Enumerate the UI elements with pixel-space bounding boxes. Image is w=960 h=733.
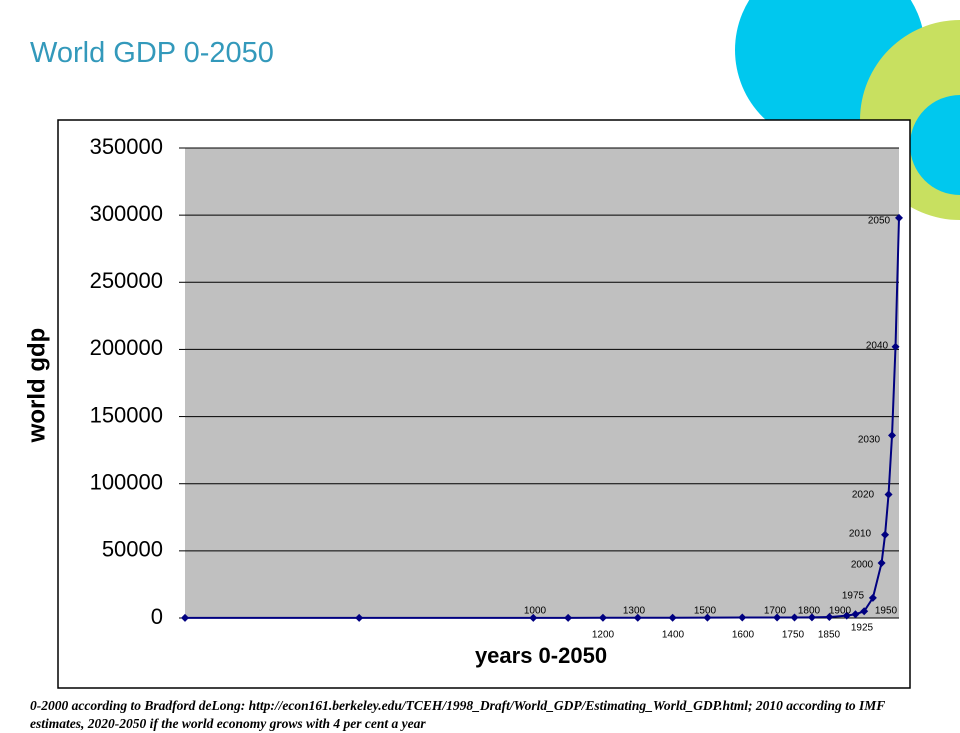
marker	[842, 611, 851, 620]
point-label: 1000	[524, 606, 547, 617]
marker	[773, 613, 782, 622]
point-label: 2020	[852, 490, 875, 501]
point-label: 1700	[764, 606, 787, 617]
marker	[860, 607, 869, 616]
marker	[529, 613, 538, 622]
marker	[868, 593, 877, 602]
y-tick-label: 100000	[90, 470, 163, 495]
point-label: 2010	[849, 529, 872, 540]
marker	[895, 213, 903, 222]
point-label: 1400	[662, 630, 685, 641]
point-label: 1750	[782, 630, 805, 641]
y-axis-title: world gdp	[23, 328, 50, 444]
chart-title: World GDP 0-2050	[30, 37, 274, 69]
point-label: 1500	[694, 606, 717, 617]
point-label: 1950	[875, 606, 898, 617]
y-tick-label: 200000	[90, 335, 163, 360]
point-label: 2000	[851, 560, 874, 571]
point-label: 1900	[829, 606, 852, 617]
point-label: 1800	[798, 606, 821, 617]
marker	[738, 613, 747, 622]
plot-area	[185, 148, 899, 618]
source-note: 0-2000 according to Bradford deLong: htt…	[30, 698, 886, 731]
marker	[851, 610, 860, 619]
marker	[703, 613, 712, 622]
y-tick-label: 250000	[90, 268, 163, 293]
marker	[877, 558, 886, 567]
y-tick-label: 0	[151, 604, 163, 629]
point-label: 2030	[858, 435, 881, 446]
marker	[668, 613, 677, 622]
marker	[633, 613, 642, 622]
marker	[891, 342, 900, 351]
marker	[598, 613, 607, 622]
point-label: 1300	[623, 606, 646, 617]
point-label: 1925	[851, 623, 874, 634]
marker	[825, 613, 834, 622]
point-label: 1850	[818, 630, 841, 641]
point-label: 1600	[732, 630, 755, 641]
y-tick-label: 50000	[102, 537, 163, 562]
marker	[881, 530, 890, 539]
point-label: 1200	[592, 630, 615, 641]
marker	[790, 613, 799, 622]
marker	[181, 613, 189, 622]
x-axis-title: years 0-2050	[475, 643, 607, 668]
y-tick-label: 300000	[90, 201, 163, 226]
marker	[564, 613, 573, 622]
marker	[807, 613, 816, 622]
point-label: 2040	[866, 341, 889, 352]
marker	[884, 490, 893, 499]
point-label: 2050	[868, 216, 891, 227]
marker	[355, 613, 364, 622]
y-tick-label: 350000	[90, 134, 163, 159]
marker	[888, 431, 897, 440]
y-tick-label: 150000	[90, 402, 163, 427]
decor-circle	[910, 95, 960, 195]
point-label: 1975	[842, 591, 865, 602]
